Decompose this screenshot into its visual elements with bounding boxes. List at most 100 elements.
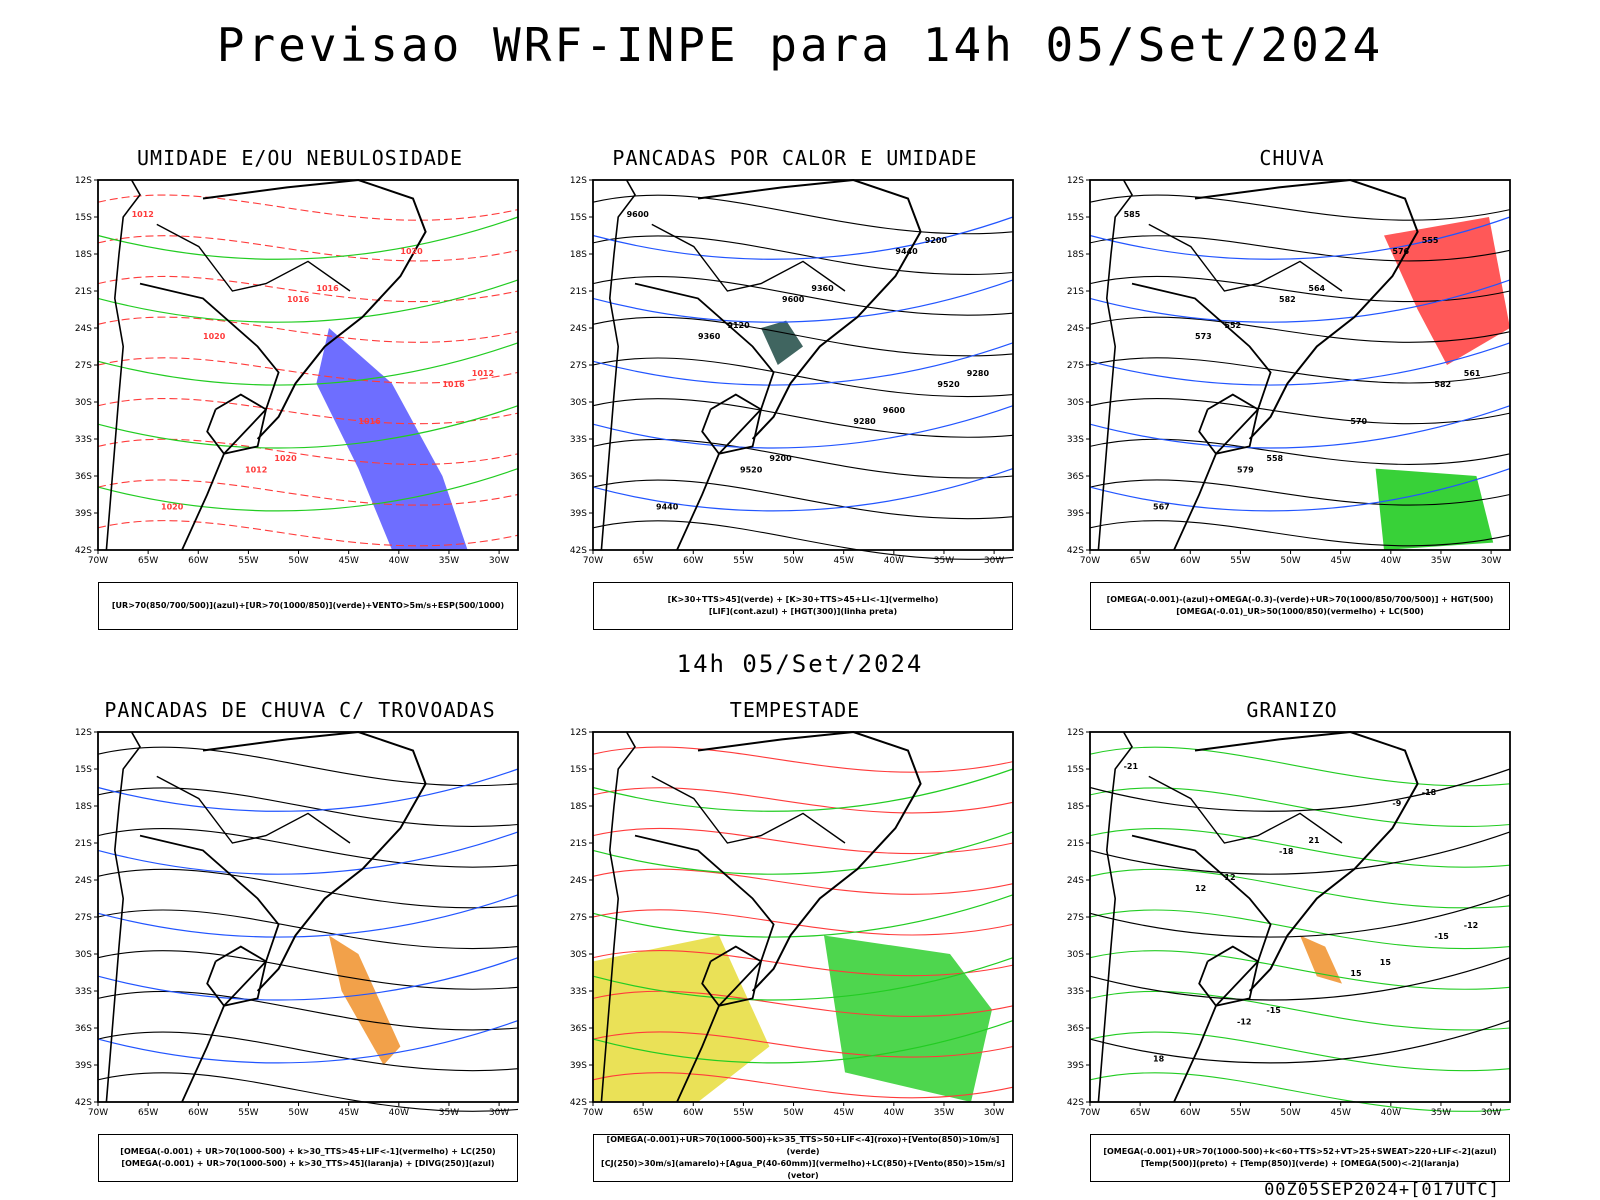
lat-tick-label: 39S [570, 1061, 587, 1071]
weather-fill-region [329, 935, 401, 1065]
contour-label: 1016 [316, 284, 339, 293]
page-title: Previsao WRF-INPE para 14h 05/Set/2024 [216, 18, 1384, 72]
contour-line [1089, 438, 1511, 465]
lat-tick-label: 15S [1067, 213, 1084, 223]
lat-tick-label: 21S [570, 839, 587, 849]
contour-label: 1020 [400, 247, 423, 256]
contour-label: -15 [1434, 932, 1449, 941]
lon-tick-label: 60W [683, 1108, 703, 1118]
contour-label: 570 [1350, 417, 1367, 426]
lat-tick-label: 24S [75, 324, 92, 334]
uruguay-border [1198, 945, 1260, 1007]
secondary-contour-line [1089, 468, 1511, 512]
contour-label: 15 [1380, 958, 1392, 967]
legend-line: [OMEGA(-0.01)_UR>50(1000/850)(vermelho) … [1176, 607, 1424, 616]
contour-label: 9520 [740, 465, 763, 474]
contour-label: 9200 [769, 454, 792, 463]
lon-tick-label: 35W [934, 1108, 954, 1118]
lat-tick-label: 12S [75, 176, 92, 186]
lat-tick-label: 30S [570, 950, 587, 960]
contour-line [1089, 235, 1511, 262]
lon-tick-label: 55W [1230, 556, 1250, 566]
secondary-contour-line [1089, 279, 1511, 323]
lon-tick-label: 35W [1431, 1108, 1451, 1118]
lon-tick-label: 35W [1431, 556, 1451, 566]
state-border [156, 775, 351, 844]
contour-line [592, 949, 1014, 977]
panel-chuva: CHUVA 585 582 582 579 576 573 570 567 564 561 558 5… [1052, 146, 1532, 636]
lon-tick-label: 60W [188, 556, 208, 566]
contour-line [592, 868, 1014, 895]
contour-line [1089, 194, 1511, 221]
lon-tick-label: 40W [884, 1108, 904, 1118]
contour-label: 9280 [967, 369, 990, 378]
country-border [139, 282, 280, 551]
lon-tick-label: 35W [439, 556, 459, 566]
contour-label: 573 [1195, 332, 1212, 341]
lat-tick-label: 15S [570, 765, 587, 775]
uruguay-border [701, 393, 763, 455]
contour-label: 9360 [698, 332, 721, 341]
lat-tick-label: 30S [75, 398, 92, 408]
lat-tick-label: 18S [1067, 250, 1084, 260]
contour-label: 1020 [274, 454, 297, 463]
lon-tick-label: 50W [288, 1108, 308, 1118]
contour-line [592, 1031, 1014, 1058]
secondary-contour-line [592, 894, 1014, 938]
lon-tick-label: 45W [1331, 556, 1351, 566]
state-border [651, 775, 846, 844]
lon-tick-label: 60W [1180, 1108, 1200, 1118]
contour-line [1089, 316, 1511, 343]
panel-legend: [OMEGA(-0.001) + UR>70(1000-500) + k>30_… [98, 1134, 518, 1182]
contour-label: -12 [1237, 1017, 1251, 1026]
contour-label: 576 [1392, 247, 1409, 256]
lon-tick-label: 70W [583, 1108, 603, 1118]
legend-line: [UR>70(850/700/500)](azul)+[UR>70(1000/8… [111, 601, 505, 610]
lon-tick-label: 40W [389, 556, 409, 566]
lat-tick-label: 36S [570, 1024, 587, 1034]
map-frame-bg [1090, 732, 1510, 1102]
contour-label: 9200 [925, 236, 948, 245]
lon-tick-label: 45W [834, 556, 854, 566]
lat-tick-label: 15S [1067, 765, 1084, 775]
lat-tick-label: 42S [1067, 1098, 1084, 1108]
coastline-west [1097, 179, 1133, 551]
panel-legend: [UR>70(850/700/500)](azul)+[UR>70(1000/8… [98, 582, 518, 630]
contour-label: 18 [1153, 1054, 1165, 1063]
legend-line: [OMEGA(-0.001)+UR>70(1000-500)+k<60+TTS>… [1103, 1147, 1497, 1156]
lon-tick-label: 65W [1130, 556, 1150, 566]
lon-tick-label: 40W [389, 1108, 409, 1118]
lat-tick-label: 18S [75, 802, 92, 812]
lat-tick-label: 36S [75, 472, 92, 482]
contour-line [592, 276, 1014, 316]
lon-tick-label: 55W [238, 1108, 258, 1118]
lon-tick-label: 55W [733, 556, 753, 566]
lon-tick-label: 50W [783, 556, 803, 566]
legend-line: [CJ(250)>30m/s](amarelo)+[Agua_P(40-60mm… [601, 1159, 1005, 1180]
lon-tick-label: 65W [138, 556, 158, 566]
lat-tick-label: 39S [1067, 1061, 1084, 1071]
coastline-brazil [202, 730, 427, 992]
secondary-contour-line [97, 957, 519, 1001]
lat-tick-label: 12S [1067, 728, 1084, 738]
contour-label: 1020 [203, 332, 226, 341]
map-granizo: -21 -18 -15 -12 -9 12 15 18 21 -12 -15 -18 12 15 12S 15… [1067, 728, 1511, 1118]
panel-title: TEMPESTADE [729, 698, 861, 722]
contour-line [97, 194, 519, 221]
legend-line: [OMEGA(-0.001)+UR>70(1000-500)+k>35_TTS>… [606, 1135, 1000, 1156]
lon-tick-label: 50W [1280, 556, 1300, 566]
contour-line [97, 868, 519, 909]
coastline-west [1097, 731, 1133, 1103]
uruguay-border [1198, 393, 1260, 455]
contour-label: -18 [1422, 788, 1437, 797]
contour-line [97, 316, 519, 343]
lat-tick-label: 33S [1067, 435, 1084, 445]
panel-title: PANCADAS DE CHUVA C/ TROVOADAS [104, 698, 496, 722]
contour-label: -21 [1124, 762, 1139, 771]
panel-umidade: UMIDADE E/OU NEBULOSIDADE 1012 1016 1016 10… [60, 146, 540, 636]
secondary-contour-line [592, 957, 1014, 1001]
contour-line [97, 438, 519, 465]
lat-tick-label: 42S [75, 1098, 92, 1108]
contour-label: -18 [1279, 847, 1294, 856]
